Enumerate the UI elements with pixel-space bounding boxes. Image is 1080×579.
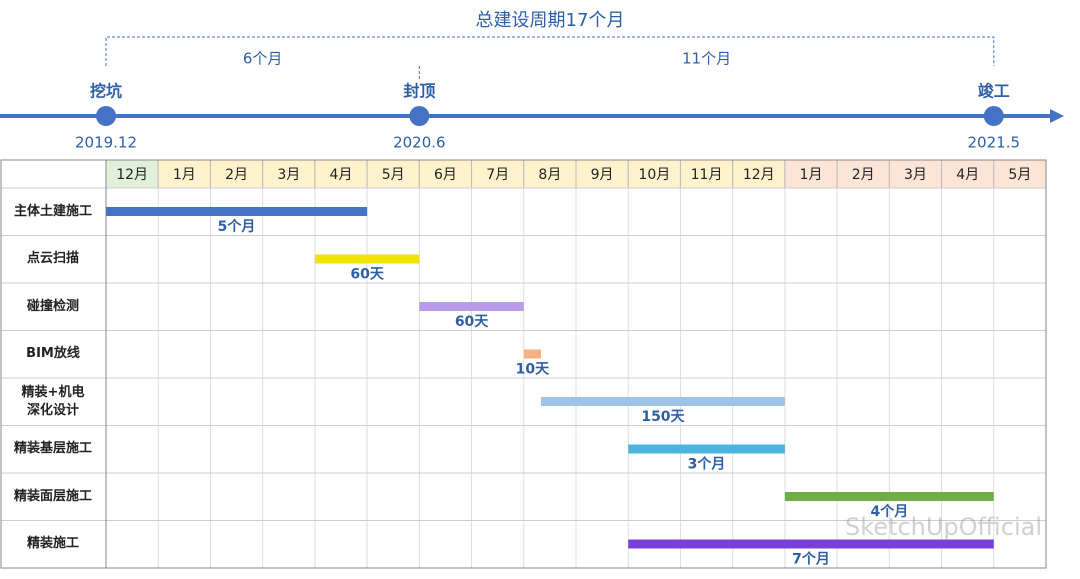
- month-label: 12月: [743, 167, 775, 183]
- milestone-date: 2021.5: [968, 134, 1021, 152]
- task-duration: 150天: [641, 409, 685, 425]
- milestone: [409, 106, 430, 126]
- task-bar: [784, 492, 994, 501]
- month-label: 4月: [956, 167, 979, 183]
- task-bar: [523, 349, 542, 359]
- task-duration: 60天: [455, 314, 489, 330]
- task-duration: 3个月: [688, 456, 726, 473]
- month-cell: [262, 159, 316, 189]
- milestone-name: 挖坑: [90, 82, 122, 101]
- month-label: 5月: [1008, 167, 1031, 183]
- month-cell: [627, 159, 681, 189]
- milestone: [96, 106, 116, 126]
- task-name: BIM放线: [26, 346, 80, 362]
- task-name: 精装面层施工: [13, 488, 92, 504]
- task-duration: 5个月: [218, 218, 256, 235]
- task-duration: 7个月: [792, 551, 830, 568]
- month-label: 8月: [538, 167, 561, 183]
- task-name: 精装施工: [26, 536, 79, 552]
- month-label: 12月: [116, 167, 148, 183]
- month-cell: [418, 159, 473, 189]
- month-label: 3月: [904, 167, 927, 183]
- task-name: 点云扫描: [26, 251, 79, 267]
- task-name: 碰撞检测: [26, 298, 79, 314]
- month-label: 7月: [486, 167, 509, 183]
- task-bar: [541, 397, 785, 406]
- month-label: 10月: [638, 167, 670, 183]
- month-label: 4月: [330, 167, 353, 183]
- watermark: SketchUpOfficial: [845, 513, 1042, 541]
- month-label: 5月: [382, 167, 405, 183]
- span-bracket: [105, 36, 995, 66]
- task-bar: [314, 254, 420, 264]
- timeline-arrow: [1050, 109, 1064, 123]
- month-cell: [784, 159, 838, 189]
- month-cell: [209, 159, 264, 189]
- milestone-date: 2020.6: [393, 134, 446, 152]
- table-border: [0, 159, 1047, 569]
- task-bar: [106, 207, 368, 216]
- month-label: 2月: [225, 167, 248, 183]
- month-label: 1月: [173, 167, 196, 183]
- month-label: 1月: [800, 167, 823, 183]
- task-name: 精装基层施工: [13, 441, 92, 457]
- month-cell: [366, 159, 420, 189]
- milestone: [983, 106, 1004, 126]
- month-label: 3月: [277, 167, 300, 183]
- task-bar: [628, 539, 994, 549]
- month-cell: [941, 159, 995, 189]
- month-label: 2月: [852, 167, 875, 183]
- milestone-name: 竣工: [978, 82, 1010, 101]
- task-name: 精装+机电 深化设计: [21, 384, 85, 418]
- milestone-name: 封顶: [403, 82, 435, 101]
- task-bar: [419, 302, 524, 311]
- month-label: 11月: [691, 167, 723, 183]
- milestone-date: 2019.12: [75, 134, 137, 152]
- month-label: 9月: [591, 167, 614, 183]
- task-duration: 4个月: [870, 503, 908, 520]
- task-duration: 60天: [350, 267, 384, 283]
- span-label: 6个月: [243, 50, 283, 68]
- span-label: 11个月: [682, 50, 731, 68]
- task-bar: [628, 444, 785, 454]
- month-cell: [836, 159, 890, 189]
- task-name: 主体土建施工: [13, 203, 92, 219]
- month-label: 6月: [434, 167, 457, 183]
- task-duration: 10天: [516, 362, 550, 378]
- chart-title: 总建设周期17个月: [476, 10, 625, 31]
